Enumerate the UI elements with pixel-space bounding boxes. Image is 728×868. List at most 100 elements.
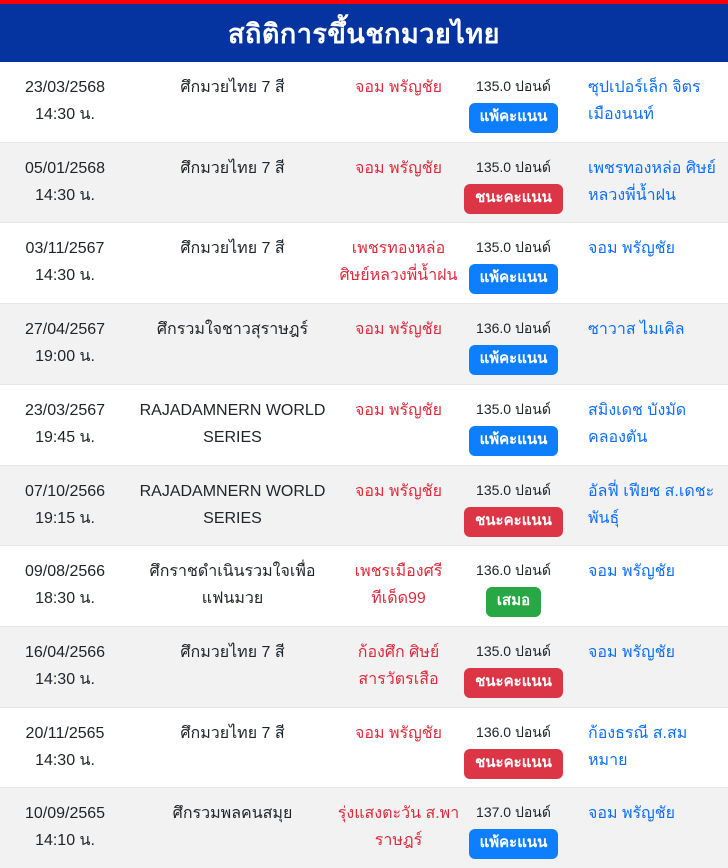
result-cell: 137.0 ปอนด์ แพ้คะแนน	[462, 800, 565, 860]
fight-date-cell: 03/11/2567 14:30 น.	[0, 235, 130, 289]
result-badge: แพ้คะแนน	[468, 425, 559, 456]
event-name: ศึกมวยไทย 7 สี	[180, 79, 285, 96]
event-name: ศึกมวยไทย 7 สี	[180, 159, 285, 177]
opponent-name-link[interactable]: จอม พรัญชัย	[588, 563, 675, 581]
opponent-name-link[interactable]: ก้องธรณี ส.สมหมาย	[588, 724, 688, 769]
fighter-name-link[interactable]: เพชรเมืองศรี ทีเด็ด99	[354, 563, 443, 608]
fight-row: 16/04/2566 14:30 น. ศึกมวยไทย 7 สี ก้องศ…	[0, 625, 728, 707]
fight-row: 05/01/2568 14:30 น. ศึกมวยไทย 7 สี จอม พ…	[0, 141, 728, 223]
fight-row: 27/04/2567 19:00 น. ศึกรวมใจชาวสุราษฎร์ …	[0, 303, 728, 384]
result-badge: ชนะคะแนน	[464, 183, 563, 214]
fight-time: 14:10 น.	[35, 832, 95, 850]
opponent-name-link[interactable]: ซาวาส ไมเคิล	[588, 321, 685, 339]
fight-time: 14:30 น.	[35, 751, 95, 769]
fighter-name-link[interactable]: จอม พรัญชัย	[355, 482, 442, 500]
page-title: สถิติการขึ้นชกมวยไทย	[228, 18, 500, 49]
result-cell: 135.0 ปอนด์ แพ้คะแนน	[462, 235, 565, 295]
fighter-name-link[interactable]: รุ่งแสงตะวัน ส.พาราษฎร์	[337, 805, 460, 850]
fighter-name-link[interactable]: จอม พรัญชัย	[355, 401, 442, 419]
fight-date: 23/03/2568	[24, 79, 106, 96]
fight-row: 09/08/2566 18:30 น. ศึกราชดำเนินรวมใจเพื…	[0, 545, 728, 626]
opponent-name-link[interactable]: สมิงเดช บังมัด คลองตัน	[588, 401, 687, 446]
fight-weight: 135.0 ปอนด์	[476, 158, 551, 175]
fight-time: 19:15 น.	[35, 509, 95, 527]
fight-date: 07/10/2566	[24, 482, 106, 500]
fight-date-cell: 07/10/2566 19:15 น.	[0, 478, 130, 532]
fight-row: 23/03/2567 19:45 น. RAJADAMNERN WORLD SE…	[0, 383, 728, 465]
event-name: ศึกรวมพลคนสมุย	[172, 805, 293, 823]
result-badge: ชนะคะแนน	[464, 748, 563, 779]
opponent-name-link[interactable]: จอม พรัญชัย	[588, 240, 675, 258]
fight-weight: 135.0 ปอนด์	[476, 481, 551, 498]
result-badge: แพ้คะแนน	[468, 829, 559, 860]
fight-date: 20/11/2565	[25, 724, 105, 742]
result-cell: 135.0 ปอนด์ แพ้คะแนน	[462, 74, 565, 133]
page-header: สถิติการขึ้นชกมวยไทย	[0, 4, 728, 62]
fighter-name-link[interactable]: จอม พรัญชัย	[355, 79, 442, 96]
fight-time: 19:45 น.	[35, 428, 95, 446]
fight-date-cell: 10/09/2565 14:10 น.	[0, 800, 130, 854]
fight-date-cell: 27/04/2567 19:00 น.	[0, 316, 130, 370]
fight-row: 10/09/2565 14:10 น. ศึกรวมพลคนสมุย รุ่งแ…	[0, 787, 728, 868]
result-cell: 135.0 ปอนด์ ชนะคะแนน	[462, 155, 565, 214]
fight-date-cell: 23/03/2567 19:45 น.	[0, 397, 130, 451]
fight-date: 09/08/2566	[24, 563, 106, 581]
fight-row: 23/03/2568 14:30 น. ศึกมวยไทย 7 สี จอม พ…	[0, 62, 728, 142]
result-badge: ชนะคะแนน	[464, 667, 563, 698]
fight-date: 23/03/2567	[24, 401, 106, 419]
fight-date: 27/04/2567	[24, 321, 106, 339]
fight-weight: 135.0 ปอนด์	[476, 78, 551, 94]
event-name: ศึกรวมใจชาวสุราษฎร์	[156, 321, 309, 339]
opponent-name-link[interactable]: จอม พรัญชัย	[588, 805, 675, 823]
opponent-name-link[interactable]: เพชรทองหล่อ ศิษย์หลวงพี่น้ำฝน	[588, 159, 716, 204]
opponent-name-link[interactable]: จอม พรัญชัย	[588, 643, 675, 661]
result-cell: 136.0 ปอนด์ ชนะคะแนน	[462, 720, 565, 779]
result-badge: แพ้คะแนน	[468, 264, 559, 295]
result-cell: 136.0 ปอนด์ เสมอ	[462, 558, 565, 618]
fighter-name-link[interactable]: จอม พรัญชัย	[355, 321, 442, 339]
fight-row: 20/11/2565 14:30 น. ศึกมวยไทย 7 สี จอม พ…	[0, 706, 728, 788]
fight-time: 14:30 น.	[35, 106, 95, 123]
result-badge: แพ้คะแนน	[468, 103, 559, 133]
fight-date-cell: 05/01/2568 14:30 น.	[0, 155, 130, 209]
fight-row: 03/11/2567 14:30 น. ศึกมวยไทย 7 สี เพชรท…	[0, 222, 728, 304]
fight-date: 05/01/2568	[24, 159, 106, 177]
fight-table: 23/03/2568 14:30 น. ศึกมวยไทย 7 สี จอม พ…	[0, 62, 728, 868]
fight-date-cell: 23/03/2568 14:30 น.	[0, 74, 130, 128]
fight-weight: 135.0 ปอนด์	[476, 239, 551, 256]
fight-date: 16/04/2566	[24, 643, 106, 661]
fight-time: 14:30 น.	[35, 267, 95, 285]
opponent-name-link[interactable]: อัลฟี่ เฟียซ ส.เดชะพันธุ์	[588, 482, 715, 527]
fight-row: 07/10/2566 19:15 น. RAJADAMNERN WORLD SE…	[0, 464, 728, 546]
event-name: ศึกราชดำเนินรวมใจเพื่อแฟนมวย	[149, 563, 316, 608]
fight-time: 14:30 น.	[35, 186, 95, 204]
result-badge: ชนะคะแนน	[464, 506, 563, 537]
fight-weight: 137.0 ปอนด์	[476, 804, 551, 821]
fight-time: 18:30 น.	[35, 590, 95, 608]
opponent-name-link[interactable]: ซุปเปอร์เล็ก จิตรเมืองนนท์	[588, 79, 701, 123]
fight-date: 03/11/2567	[25, 240, 105, 258]
fighter-name-link[interactable]: จอม พรัญชัย	[355, 159, 442, 177]
result-badge: เสมอ	[485, 587, 542, 618]
fight-date-cell: 09/08/2566 18:30 น.	[0, 558, 130, 612]
event-name: ศึกมวยไทย 7 สี	[180, 643, 285, 661]
event-name: ศึกมวยไทย 7 สี	[180, 724, 285, 742]
fight-date-cell: 20/11/2565 14:30 น.	[0, 720, 130, 774]
fight-weight: 136.0 ปอนด์	[476, 562, 551, 579]
fight-date: 10/09/2565	[24, 805, 106, 823]
fight-weight: 135.0 ปอนด์	[476, 642, 551, 659]
fight-weight: 135.0 ปอนด์	[476, 400, 551, 417]
result-cell: 135.0 ปอนด์ ชนะคะแนน	[462, 639, 565, 698]
fighter-name-link[interactable]: ก้องศึก ศิษย์สารวัตรเสือ	[357, 643, 440, 688]
event-name: RAJADAMNERN WORLD SERIES	[139, 482, 326, 527]
fighter-name-link[interactable]: เพชรทองหล่อ ศิษย์หลวงพี่น้ำฝน	[339, 240, 458, 285]
fight-time: 19:00 น.	[35, 348, 95, 366]
fighter-name-link[interactable]: จอม พรัญชัย	[355, 724, 442, 742]
fight-weight: 136.0 ปอนด์	[476, 723, 551, 740]
top-accent-bar	[0, 0, 728, 4]
fight-time: 14:30 น.	[35, 670, 95, 688]
result-badge: แพ้คะแนน	[468, 345, 559, 376]
result-cell: 135.0 ปอนด์ ชนะคะแนน	[462, 478, 565, 537]
event-name: ศึกมวยไทย 7 สี	[180, 240, 285, 258]
